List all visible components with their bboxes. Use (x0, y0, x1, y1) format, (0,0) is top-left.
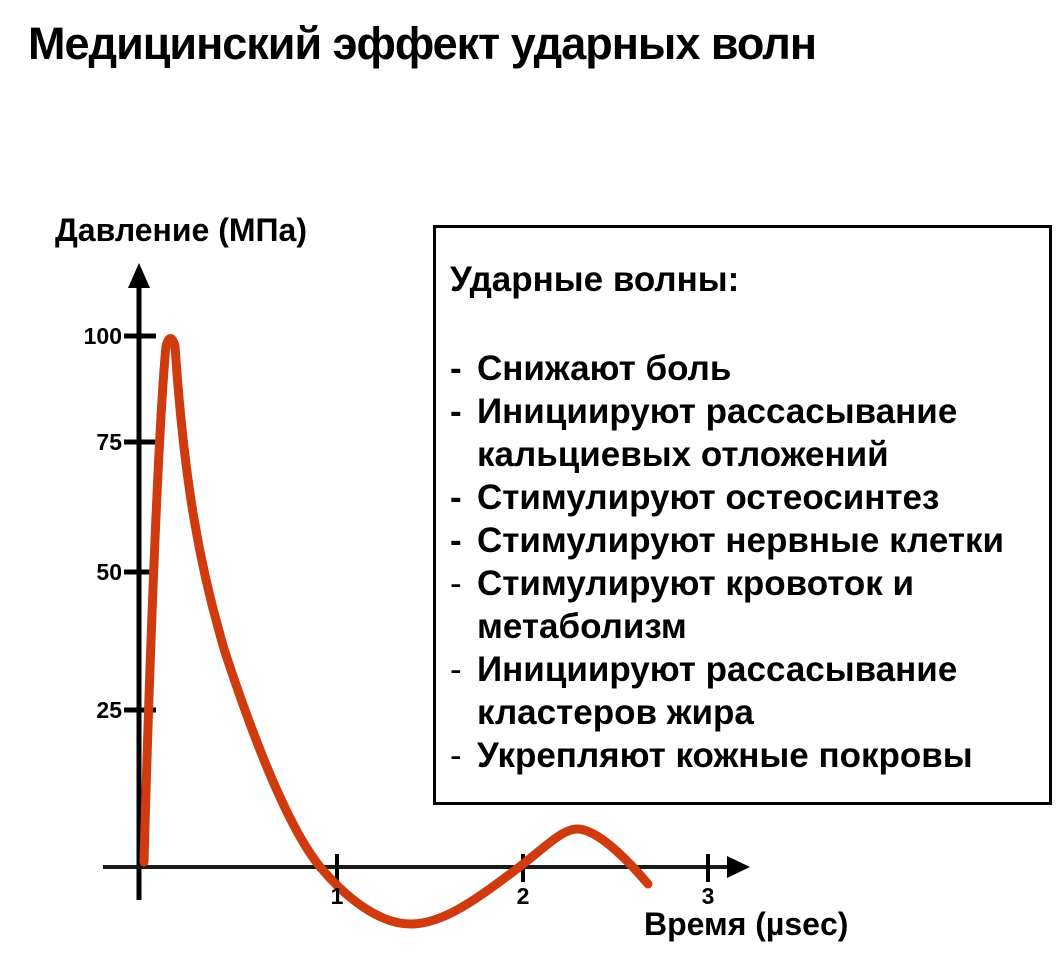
list-item: - Снижают боль (450, 347, 1041, 390)
x-tick-label-1: 1 (330, 883, 344, 909)
list-item: - Укрепляют кожные покровы (450, 734, 1041, 777)
list-item-line: Инициируют рассасывание (477, 392, 958, 431)
list-item-text: Укрепляют кожные покровы (477, 734, 1041, 777)
bullet-dash: - (450, 564, 462, 603)
effects-box-heading: Ударные волны: (450, 260, 740, 299)
list-item: - Инициируют рассасывание кальциевых отло… (450, 390, 1041, 476)
list-item-text: Стимулируют нервные клетки (477, 519, 1041, 562)
y-tick-label-50: 50 (96, 559, 122, 585)
y-tick-label-100: 100 (83, 323, 122, 349)
bullet-dash: - (450, 521, 462, 560)
page-title: Медицинский эффект ударных волн (28, 18, 817, 69)
effects-list: - Снижают боль - Инициируют рассасывание… (450, 347, 1041, 777)
list-item: - Стимулируют остеосинтез (450, 476, 1041, 519)
x-axis-label: Время (µsec) (644, 906, 849, 942)
list-item-text: Стимулируют кровоток и метаболизм (477, 562, 1041, 648)
y-tick-label-25: 25 (96, 697, 122, 723)
x-tick-label-3: 3 (701, 883, 715, 909)
list-item-line: Стимулируют остеосинтез (477, 478, 940, 517)
list-item-text: Инициируют рассасывание кластеров жира (477, 648, 1041, 734)
list-item-line: Снижают боль (477, 349, 732, 388)
list-item-line: Стимулируют нервные клетки (477, 521, 1004, 560)
bullet-dash: - (450, 736, 462, 775)
list-item: - Стимулируют нервные клетки (450, 519, 1041, 562)
list-item: - Инициируют рассасывание кластеров жира (450, 648, 1041, 734)
list-item-text: Инициируют рассасывание кальциевых отложе… (477, 390, 1041, 476)
x-axis-arrow-icon (727, 856, 750, 878)
list-item: - Стимулируют кровоток и метаболизм (450, 562, 1041, 648)
bullet-dash: - (450, 349, 462, 388)
x-tick-label-2: 2 (516, 883, 530, 909)
list-item-text: Стимулируют остеосинтез (477, 476, 1041, 519)
y-tick-label-75: 75 (96, 429, 122, 455)
list-item-line: Укрепляют кожные покровы (477, 736, 973, 775)
list-item-text: Снижают боль (477, 347, 1041, 390)
bullet-dash: - (450, 478, 462, 517)
shockwave-effects-box: Ударные волны: - Снижают боль - Иницииру… (433, 225, 1052, 805)
y-axis-arrow-icon (128, 263, 150, 288)
list-item-line: кластеров жира (477, 693, 754, 732)
bullet-dash: - (450, 650, 462, 689)
list-item-line: кальциевых отложений (477, 435, 889, 474)
list-item-line: Инициируют рассасывание (477, 650, 958, 689)
list-item-line: метаболизм (477, 607, 687, 646)
y-axis-label: Давление (МПа) (55, 212, 307, 248)
list-item-line: Стимулируют кровоток и (477, 564, 915, 603)
bullet-dash: - (450, 392, 462, 431)
pressure-curve (139, 334, 653, 929)
